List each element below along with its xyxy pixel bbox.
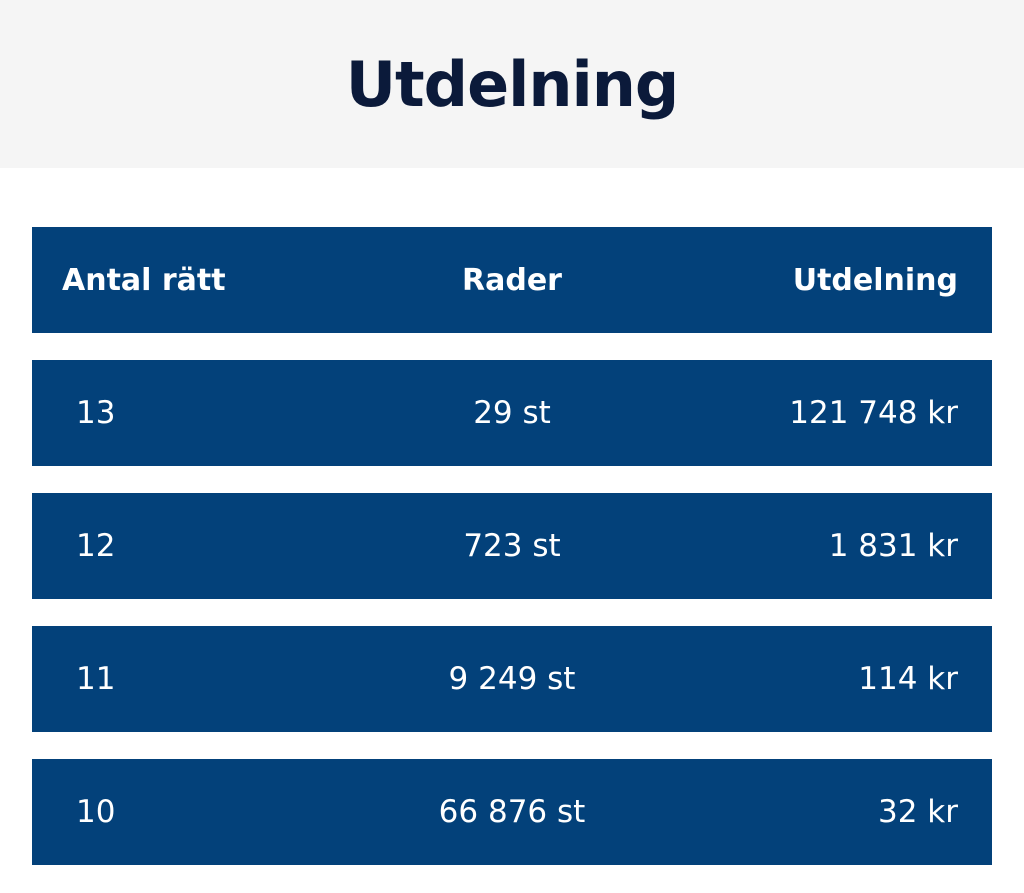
cell: 66 876 st (438, 794, 586, 830)
cell: 13 (76, 395, 116, 431)
cell: 723 st (463, 528, 561, 564)
cell: 29 st (473, 395, 551, 431)
cell: 32 kr (878, 794, 958, 830)
table-row: 13 29 st 121 748 kr (32, 360, 992, 466)
table-row: 12 723 st 1 831 kr (32, 493, 992, 599)
cell: 12 (76, 528, 116, 564)
cell: 121 748 kr (789, 395, 958, 431)
title: Utdelning (345, 47, 680, 121)
cell: Antal rätt (62, 262, 226, 298)
header-row: Antal rätt Rader Utdelning (32, 227, 992, 333)
cell: 10 (76, 794, 116, 830)
cell: 1 831 kr (828, 528, 958, 564)
cell: Rader (462, 262, 562, 298)
cell: 9 249 st (448, 661, 576, 697)
cell: 11 (76, 661, 116, 697)
header: Utdelning (0, 0, 1024, 168)
table-row: 10 66 876 st 32 kr (32, 759, 992, 865)
cell: 114 kr (858, 661, 958, 697)
cell: Utdelning (792, 262, 958, 298)
table-row: 11 9 249 st 114 kr (32, 626, 992, 732)
